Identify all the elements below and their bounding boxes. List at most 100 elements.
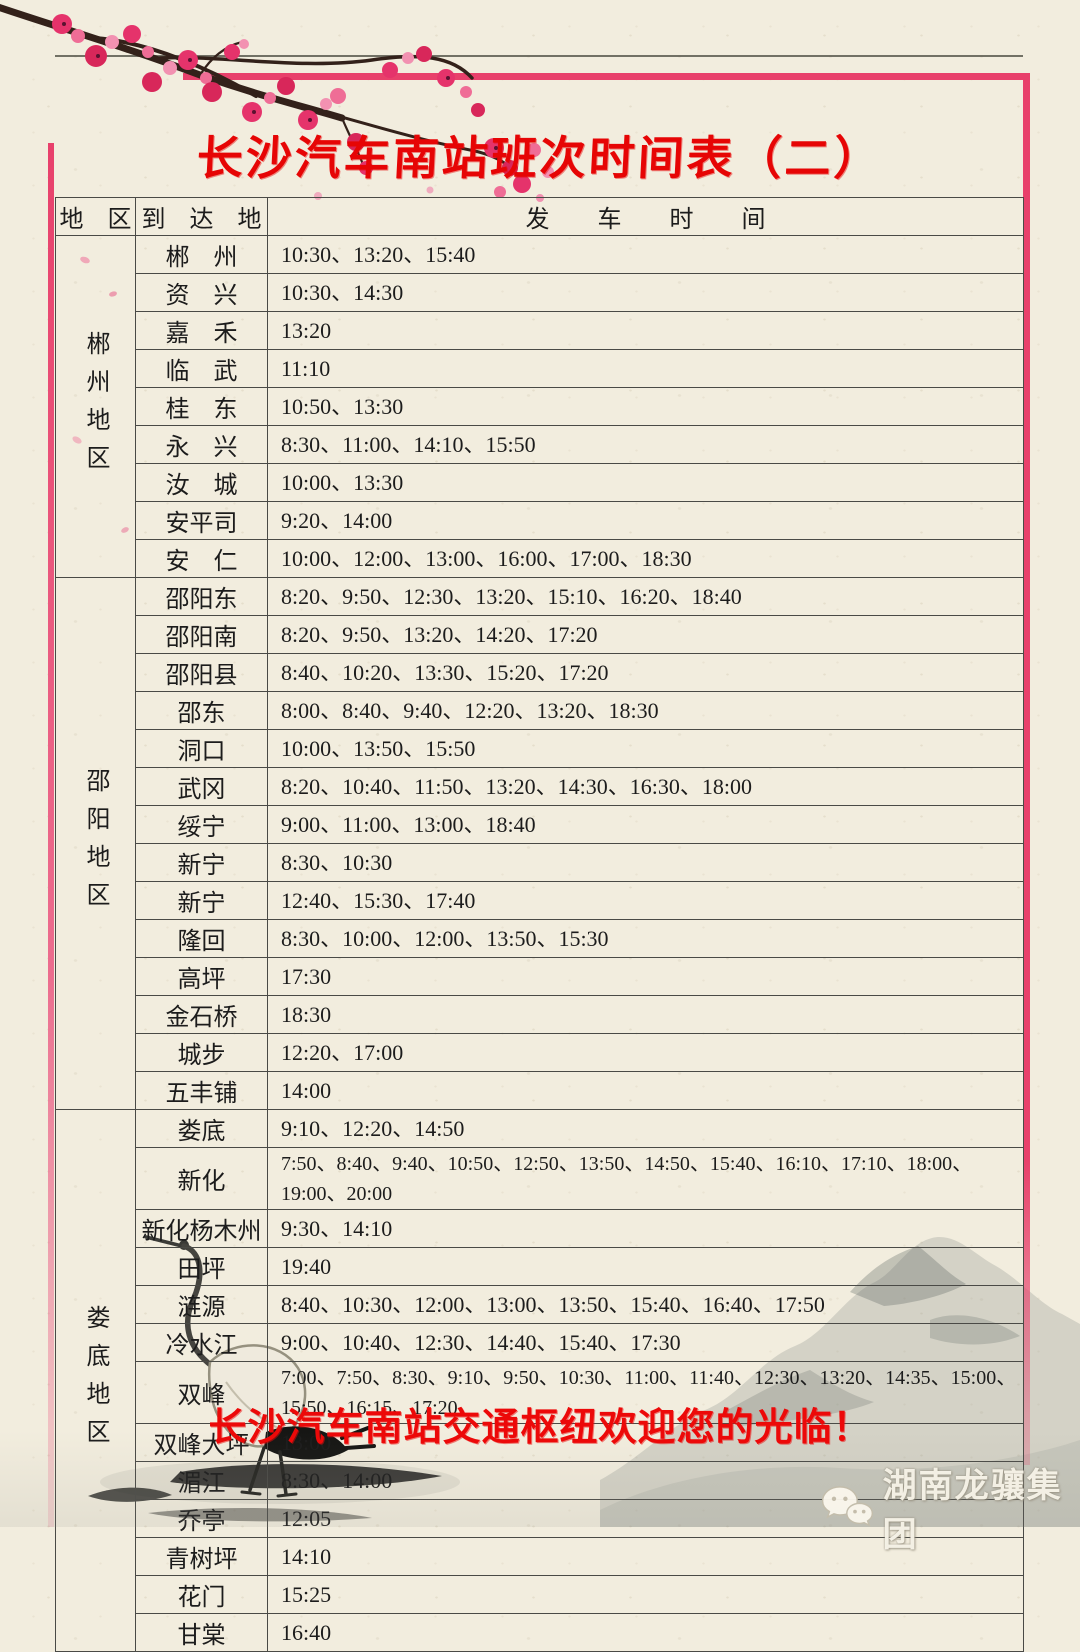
- destination-cell: 五丰铺: [135, 1071, 268, 1110]
- header-destination: 到 达 地: [135, 197, 268, 236]
- times-cell: 8:20、10:40、11:50、13:20、14:30、16:30、18:00: [267, 767, 1024, 806]
- times-cell: 10:00、13:30: [267, 463, 1024, 502]
- destination-cell: 湄江: [135, 1461, 268, 1500]
- times-cell: 8:30、14:00: [267, 1461, 1024, 1500]
- timetable: 地 区 到 达 地 发 车 时 间 郴州地区郴 州 10:30、13:20、15:…: [55, 197, 1024, 1652]
- times-cell: 18:30: [267, 995, 1024, 1034]
- destination-cell: 田坪: [135, 1247, 268, 1286]
- times-cell: 9:00、10:40、12:30、14:40、15:40、17:30: [267, 1323, 1024, 1362]
- footer-banner: 长沙汽车南站交通枢纽欢迎您的光临！: [208, 1405, 872, 1449]
- destination-cell: 安平司: [135, 501, 268, 540]
- destination-cell: 金石桥: [135, 995, 268, 1034]
- destination-cell: 邵阳东: [135, 577, 268, 616]
- destination-cell: 涟源: [135, 1285, 268, 1324]
- destination-cell: 绥宁: [135, 805, 268, 844]
- times-cell: 8:30、10:00、12:00、13:50、15:30: [267, 919, 1024, 958]
- times-cell: 10:30、14:30: [267, 273, 1024, 312]
- timetable-wrap: 地 区 到 达 地 发 车 时 间 郴州地区郴 州 10:30、13:20、15:…: [55, 197, 1024, 1652]
- table-row: 金石桥 18:30: [56, 995, 1024, 1034]
- times-cell: 8:20、9:50、13:20、14:20、17:20: [267, 615, 1024, 654]
- destination-cell: 花门: [135, 1575, 268, 1614]
- destination-cell: 新宁: [135, 881, 268, 920]
- bottom-ink-wash: [0, 1430, 1080, 1527]
- destination-cell: 新化杨木州: [135, 1209, 268, 1248]
- table-row: 汝 城 10:00、13:30: [56, 463, 1024, 502]
- table-row: 绥宁 9:00、11:00、13:00、18:40: [56, 805, 1024, 844]
- destination-cell: 邵阳南: [135, 615, 268, 654]
- times-cell: 13:20: [267, 311, 1024, 350]
- header-region: 地 区: [55, 197, 136, 236]
- frame-line-left-pink: [48, 143, 54, 1527]
- table-row: 永 兴 8:30、11:00、14:10、15:50: [56, 425, 1024, 464]
- table-row: 新宁 8:30、10:30: [56, 843, 1024, 882]
- destination-cell: 城步: [135, 1033, 268, 1072]
- times-cell: 8:40、10:30、12:00、13:00、13:50、15:40、16:40…: [267, 1285, 1024, 1324]
- destination-cell: 娄底: [135, 1109, 268, 1148]
- region-cell: 郴州地区: [55, 235, 136, 578]
- times-cell: 12:20、17:00: [267, 1033, 1024, 1072]
- frame-line-top-thin: [55, 55, 1023, 57]
- destination-cell: 双峰: [135, 1361, 268, 1424]
- times-cell: 12:40、15:30、17:40: [267, 881, 1024, 920]
- destination-cell: 郴 州: [135, 235, 268, 274]
- destination-cell: 嘉 禾: [135, 311, 268, 350]
- table-row: 桂 东 10:50、13:30: [56, 387, 1024, 426]
- destination-cell: 武冈: [135, 767, 268, 806]
- times-cell: 11:10: [267, 349, 1024, 388]
- times-cell: 8:20、9:50、12:30、13:20、15:10、16:20、18:40: [267, 577, 1024, 616]
- destination-cell: 邵阳县: [135, 653, 268, 692]
- table-row: 湄江8:30、14:00: [56, 1461, 1024, 1500]
- times-cell: 16:40: [267, 1613, 1024, 1652]
- table-row: 资 兴 10:30、14:30: [56, 273, 1024, 312]
- table-row: 双峰大坪13:00: [56, 1423, 1024, 1462]
- destination-cell: 甘棠: [135, 1613, 268, 1652]
- times-cell: 13:00: [267, 1423, 1024, 1462]
- destination-cell: 桂 东: [135, 387, 268, 426]
- destination-cell: 新宁: [135, 843, 268, 882]
- destination-cell: 资 兴: [135, 273, 268, 312]
- table-row: 高坪 17:30: [56, 957, 1024, 996]
- table-row: 洞口 10:00、13:50、15:50: [56, 729, 1024, 768]
- destination-cell: 冷水江: [135, 1323, 268, 1362]
- header-times: 发 车 时 间: [267, 197, 1024, 236]
- destination-cell: 汝 城: [135, 463, 268, 502]
- times-cell: 14:00: [267, 1071, 1024, 1110]
- times-cell: 9:10、12:20、14:50: [267, 1109, 1024, 1148]
- table-row: 安 仁 10:00、12:00、13:00、16:00、17:00、18:30: [56, 539, 1024, 578]
- destination-cell: 双峰大坪: [135, 1423, 268, 1462]
- destination-cell: 隆回: [135, 919, 268, 958]
- times-cell: 8:00、8:40、9:40、12:20、13:20、18:30: [267, 691, 1024, 730]
- table-row: 五丰铺 14:00: [56, 1071, 1024, 1110]
- region-cell: 娄底地区: [55, 1109, 136, 1652]
- table-row: 邵阳南 8:20、9:50、13:20、14:20、17:20: [56, 615, 1024, 654]
- wechat-icon: [821, 1486, 874, 1527]
- times-cell: 8:30、11:00、14:10、15:50: [267, 425, 1024, 464]
- table-header-row: 地 区 到 达 地 发 车 时 间: [55, 197, 1024, 236]
- times-cell: 10:50、13:30: [267, 387, 1024, 426]
- table-row: 临 武 11:10: [56, 349, 1024, 388]
- table-row: 双峰 7:00、7:50、8:30、9:10、9:50、10:30、11:00、1…: [56, 1361, 1024, 1424]
- table-row: 武冈 8:20、10:40、11:50、13:20、14:30、16:30、18:…: [56, 767, 1024, 806]
- times-cell: 10:00、13:50、15:50: [267, 729, 1024, 768]
- table-row: 邵东 8:00、8:40、9:40、12:20、13:20、18:30: [56, 691, 1024, 730]
- times-cell: 9:20、14:00: [267, 501, 1024, 540]
- times-cell: 7:00、7:50、8:30、9:10、9:50、10:30、11:00、11:…: [267, 1361, 1024, 1424]
- destination-cell: 邵东: [135, 691, 268, 730]
- table-row: 新宁 12:40、15:30、17:40: [56, 881, 1024, 920]
- times-cell: 7:50、8:40、9:40、10:50、12:50、13:50、14:50、1…: [267, 1147, 1024, 1210]
- table-row: 涟源 8:40、10:30、12:00、13:00、13:50、15:40、16:…: [56, 1285, 1024, 1324]
- region-cell: 邵阳地区: [55, 577, 136, 1110]
- times-cell: 10:30、13:20、15:40: [267, 235, 1024, 274]
- times-cell: 9:00、11:00、13:00、18:40: [267, 805, 1024, 844]
- table-row: 冷水江 9:00、10:40、12:30、14:40、15:40、17:30: [56, 1323, 1024, 1362]
- brand-watermark: 湖南龙骧集团: [818, 1458, 1080, 1556]
- destination-cell: 安 仁: [135, 539, 268, 578]
- times-cell: 15:25: [267, 1575, 1024, 1614]
- table-row: 田坪 19:40: [56, 1247, 1024, 1286]
- frame-line-top-pink: [183, 73, 1030, 80]
- destination-cell: 青树坪: [135, 1537, 268, 1576]
- destination-cell: 高坪: [135, 957, 268, 996]
- destination-cell: 永 兴: [135, 425, 268, 464]
- brand-name: 湖南龙骧集团: [882, 1466, 1063, 1555]
- destination-cell: 临 武: [135, 349, 268, 388]
